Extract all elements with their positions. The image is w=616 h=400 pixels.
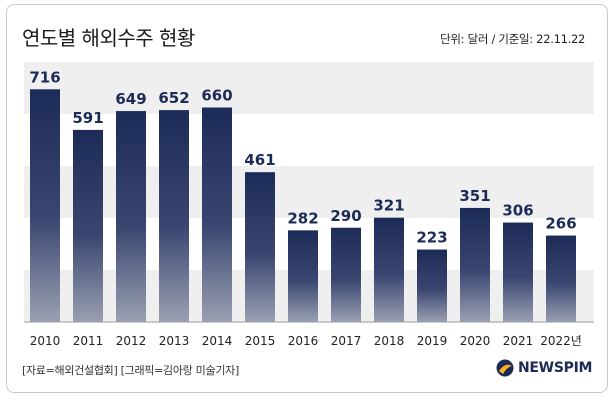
- bar-2022년: [546, 235, 576, 322]
- logo-text: NEWSPIM: [518, 360, 593, 376]
- value-label: 351: [459, 187, 490, 205]
- bar-2011: [73, 129, 103, 322]
- bar-2020: [460, 207, 490, 322]
- globe-icon: [496, 359, 514, 377]
- category-label: 2019: [417, 334, 448, 348]
- grid-band: [24, 62, 594, 114]
- value-label: 660: [201, 87, 232, 105]
- category-label: 2014: [202, 334, 233, 348]
- value-label: 591: [72, 109, 103, 127]
- value-label: 282: [287, 209, 318, 227]
- source-credit: [자료=해외건설협회] [그래픽=김아랑 미술기자]: [22, 364, 239, 377]
- category-label: 2022년: [540, 334, 582, 348]
- bar-2018: [374, 217, 404, 322]
- bar-2019: [417, 249, 447, 322]
- value-label: 461: [244, 151, 275, 169]
- value-label: 223: [416, 229, 447, 247]
- chart-title: 연도별 해외수주 현황: [22, 26, 195, 50]
- bar-2016: [288, 230, 318, 322]
- category-label: 2017: [331, 334, 362, 348]
- bar-2015: [245, 172, 275, 322]
- bar-2010: [30, 89, 60, 322]
- unit-note: 단위: 달러 / 기준일: 22.11.22: [440, 32, 585, 46]
- value-label: 652: [158, 89, 189, 107]
- category-label: 2015: [245, 334, 276, 348]
- newspim-logo: NEWSPIM: [496, 358, 592, 378]
- value-label: 290: [330, 207, 361, 225]
- category-label: 2013: [159, 334, 190, 348]
- value-label: 649: [115, 90, 146, 108]
- bar-2012: [116, 111, 146, 322]
- bar-2021: [503, 222, 533, 322]
- category-label: 2018: [374, 334, 405, 348]
- value-label: 266: [545, 215, 576, 233]
- value-label: 306: [502, 202, 533, 220]
- category-label: 2020: [460, 334, 491, 348]
- category-label: 2021: [503, 334, 534, 348]
- category-label: 2016: [288, 334, 319, 348]
- category-label: 2012: [116, 334, 147, 348]
- bar-2014: [202, 107, 232, 322]
- value-label: 716: [29, 68, 60, 86]
- bar-2017: [331, 227, 361, 322]
- bar-2013: [159, 110, 189, 322]
- value-label: 321: [373, 197, 404, 215]
- category-label: 2010: [30, 334, 61, 348]
- category-label: 2011: [73, 334, 104, 348]
